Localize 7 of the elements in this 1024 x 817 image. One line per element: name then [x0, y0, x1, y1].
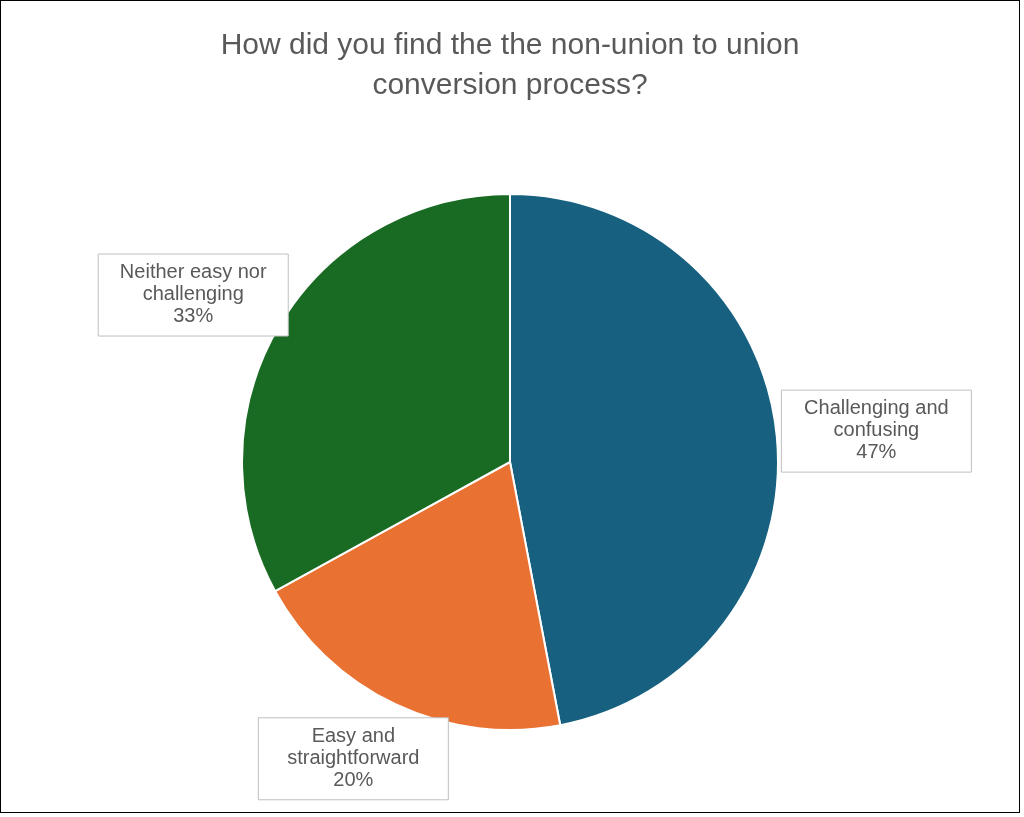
slice-label: Challenging and confusing [804, 396, 949, 441]
data-label: 33% [173, 304, 214, 327]
data-label: 47% [856, 440, 897, 463]
chart-title: How did you find the the non-union to union conversion process? [220, 27, 800, 100]
data-label: 20% [333, 767, 374, 790]
slice-label: Easy and straightforward [287, 723, 420, 768]
slice-label: Neither easy nor challenging [119, 260, 267, 305]
